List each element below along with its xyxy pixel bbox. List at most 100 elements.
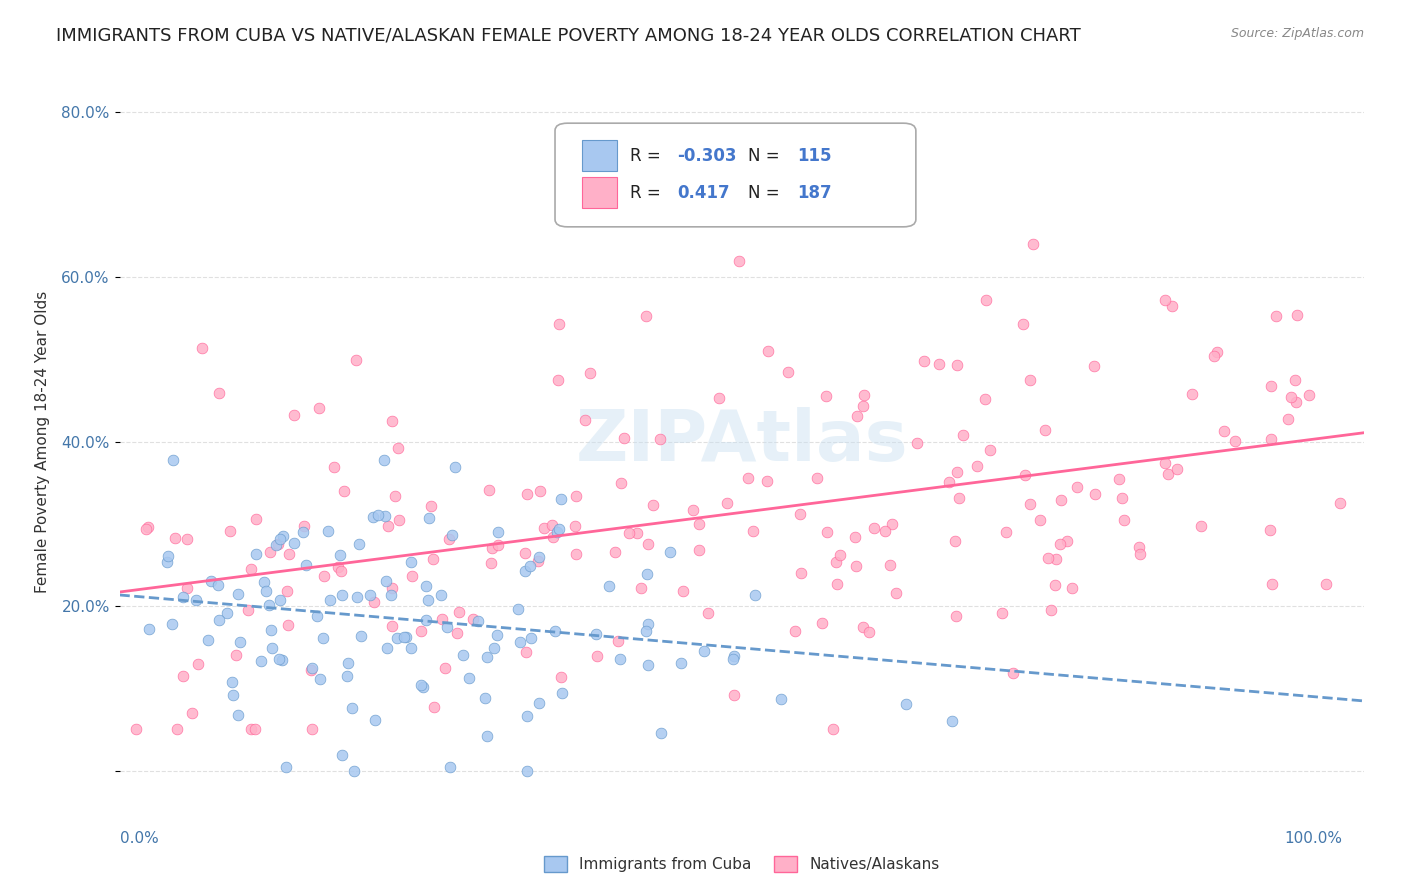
Point bbox=[447, 605, 470, 619]
Point bbox=[412, 680, 434, 694]
Point bbox=[565, 547, 588, 561]
FancyBboxPatch shape bbox=[582, 178, 617, 209]
Point bbox=[513, 545, 536, 559]
Point bbox=[380, 581, 402, 595]
Point bbox=[585, 649, 607, 664]
Point bbox=[326, 559, 349, 574]
Point bbox=[636, 310, 658, 324]
Point bbox=[308, 401, 330, 415]
Point bbox=[529, 484, 551, 499]
Point bbox=[385, 631, 408, 645]
Point bbox=[342, 700, 364, 714]
Point bbox=[905, 436, 928, 450]
Point bbox=[551, 686, 574, 700]
Point bbox=[1018, 373, 1040, 387]
Point bbox=[1014, 468, 1036, 483]
Point bbox=[1049, 537, 1071, 551]
Point bbox=[1011, 317, 1033, 331]
Point bbox=[709, 391, 731, 405]
Point bbox=[1285, 395, 1308, 409]
Point bbox=[381, 619, 404, 633]
Point bbox=[741, 524, 763, 539]
Point bbox=[527, 554, 550, 568]
Point bbox=[721, 652, 744, 666]
Point bbox=[1261, 577, 1284, 591]
Point bbox=[344, 353, 367, 368]
Point bbox=[488, 525, 510, 540]
Point bbox=[637, 616, 659, 631]
Point bbox=[1284, 373, 1306, 387]
Point bbox=[388, 513, 411, 527]
Point bbox=[399, 556, 422, 570]
Point bbox=[1329, 496, 1351, 510]
Point bbox=[716, 496, 738, 510]
Point bbox=[1084, 487, 1107, 501]
Text: N =: N = bbox=[748, 184, 785, 202]
Point bbox=[124, 723, 146, 737]
Point bbox=[928, 357, 950, 371]
Point bbox=[1045, 551, 1067, 566]
Point bbox=[1022, 237, 1045, 252]
Point bbox=[723, 649, 745, 664]
Point bbox=[478, 483, 501, 497]
Point bbox=[433, 661, 456, 675]
Point bbox=[547, 373, 569, 387]
Point bbox=[814, 389, 837, 403]
Point bbox=[682, 502, 704, 516]
Point bbox=[1128, 540, 1150, 554]
Point bbox=[479, 556, 502, 570]
Point bbox=[373, 452, 395, 467]
Point bbox=[254, 583, 277, 598]
Point bbox=[481, 541, 503, 555]
Point bbox=[815, 525, 838, 540]
Point bbox=[1260, 379, 1282, 393]
Point bbox=[858, 624, 880, 639]
Point bbox=[436, 620, 458, 634]
Point bbox=[619, 526, 641, 541]
Point bbox=[688, 543, 710, 558]
Point bbox=[1279, 390, 1302, 404]
Point bbox=[1036, 551, 1059, 566]
Point bbox=[1166, 462, 1188, 476]
Point bbox=[420, 499, 443, 513]
Point bbox=[693, 644, 716, 658]
Text: ZIPAtlas: ZIPAtlas bbox=[575, 407, 908, 476]
Point bbox=[430, 588, 453, 602]
Point bbox=[585, 627, 607, 641]
Point bbox=[208, 385, 231, 400]
Point bbox=[991, 606, 1014, 620]
Point bbox=[943, 534, 966, 549]
Point bbox=[271, 653, 294, 667]
Point bbox=[1083, 359, 1105, 374]
Point bbox=[613, 431, 636, 445]
Point bbox=[260, 623, 283, 637]
Point bbox=[291, 524, 314, 539]
Point bbox=[156, 555, 179, 569]
Point bbox=[564, 519, 586, 533]
Point bbox=[278, 547, 301, 561]
Text: 115: 115 bbox=[797, 147, 832, 165]
Point bbox=[486, 538, 509, 552]
Point bbox=[650, 726, 672, 740]
Point bbox=[482, 640, 505, 655]
Point bbox=[374, 509, 396, 524]
FancyBboxPatch shape bbox=[582, 140, 617, 171]
Point bbox=[176, 532, 198, 546]
Point bbox=[879, 558, 901, 572]
Text: 187: 187 bbox=[797, 184, 832, 202]
Point bbox=[240, 562, 263, 576]
Point bbox=[157, 549, 180, 564]
Y-axis label: Female Poverty Among 18-24 Year Olds: Female Poverty Among 18-24 Year Olds bbox=[35, 291, 51, 592]
Point bbox=[515, 645, 537, 659]
Point bbox=[946, 466, 969, 480]
Point bbox=[1264, 309, 1286, 323]
Point bbox=[172, 669, 194, 683]
Point bbox=[359, 588, 381, 602]
Point bbox=[697, 606, 720, 620]
Point bbox=[1154, 293, 1177, 307]
Point bbox=[245, 512, 267, 526]
Point bbox=[636, 567, 658, 582]
Point bbox=[162, 452, 184, 467]
Point bbox=[437, 533, 460, 547]
Point bbox=[1212, 425, 1234, 439]
